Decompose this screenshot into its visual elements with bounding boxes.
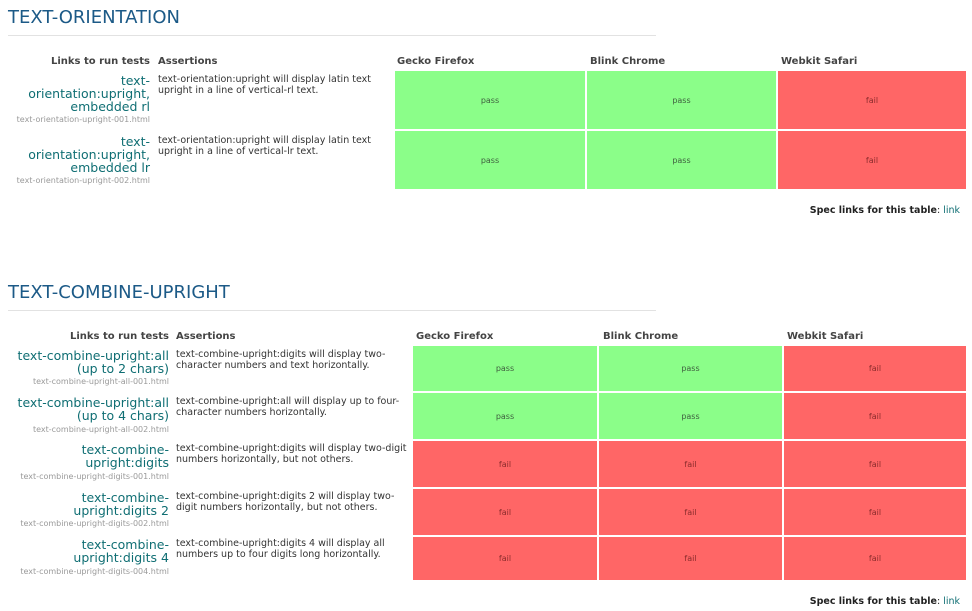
result-cell-webkit[interactable]: fail [778,131,966,189]
test-link-line: text-combine-upright:all [17,348,169,363]
result-cell-blink[interactable]: pass [587,71,776,129]
section-title: TEXT-COMBINE-UPRIGHT [8,282,230,303]
spec-links-colon: : [936,596,941,607]
assertion-text: text-combine-upright:digits will display… [176,349,386,371]
result-cell-webkit[interactable]: fail [784,346,966,391]
test-link[interactable]: text-combine- upright:digits 4 [4,538,169,564]
column-header-assertions: Assertions [158,56,218,67]
spec-links: Spec links for this table: link [810,596,960,607]
result-cell-webkit[interactable]: fail [784,441,966,487]
test-link-line: text- [120,134,150,149]
test-link-line: upright:digits [85,455,169,470]
result-cell-blink[interactable]: pass [587,131,776,189]
result-cell-gecko[interactable]: fail [413,441,597,487]
test-filename: text-combine-upright-all-002.html [32,425,169,434]
test-link[interactable]: text-combine-upright:all (up to 4 chars) [4,396,169,422]
column-header-links: Links to run tests [69,331,169,342]
test-link-line: orientation:upright, [28,147,150,162]
column-header-gecko: Gecko Firefox [397,56,475,67]
test-filename: text-combine-upright-digits-002.html [20,519,169,528]
test-link-line: text- [120,73,150,88]
assertion-text: text-combine-upright:digits 2 will displ… [176,491,395,513]
test-link[interactable]: text-combine- upright:digits [4,443,169,469]
result-cell-blink[interactable]: pass [599,346,782,391]
test-link-line: text-combine- [81,490,169,505]
result-cell-webkit[interactable]: fail [784,489,966,535]
result-cell-gecko[interactable]: fail [413,489,597,535]
assertion-text: text-orientation:upright will display la… [158,74,371,96]
test-link-line: (up to 4 chars) [76,408,169,423]
result-cell-gecko[interactable]: pass [395,131,585,189]
assertion-text: text-combine-upright:all will display up… [176,396,400,418]
column-header-gecko: Gecko Firefox [416,331,494,342]
section-divider [8,310,656,311]
test-link[interactable]: text- orientation:upright, embedded rl [10,74,150,113]
test-filename: text-orientation-upright-002.html [16,176,150,185]
test-link[interactable]: text-combine- upright:digits 2 [4,491,169,517]
test-link-line: (up to 2 chars) [76,361,169,376]
column-header-assertions: Assertions [176,331,236,342]
result-cell-gecko[interactable]: pass [413,346,597,391]
section-divider [8,35,656,36]
test-filename: text-combine-upright-digits-004.html [20,567,169,576]
spec-links-label: Spec links for this table [809,596,937,607]
test-link-line: upright:digits 2 [73,503,169,518]
spec-links-label: Spec links for this table [809,205,937,216]
test-link-line: text-combine-upright:all [17,395,169,410]
section-text-orientation: TEXT-ORIENTATION Links to run tests Asse… [0,0,972,230]
spec-link[interactable]: link [943,205,960,216]
assertion-text: text-combine-upright:digits will display… [176,443,407,465]
column-header-links: Links to run tests [50,56,150,67]
column-header-blink: Blink Chrome [603,331,679,342]
spec-links-colon: : [936,205,941,216]
test-link-line: upright:digits 4 [73,550,169,565]
test-link-line: embedded lr [70,160,150,175]
result-cell-gecko[interactable]: pass [395,71,585,129]
test-link[interactable]: text-combine-upright:all (up to 2 chars) [4,349,169,375]
result-cell-gecko[interactable]: fail [413,537,597,580]
test-link-line: orientation:upright, [28,86,150,101]
result-cell-blink[interactable]: pass [599,393,782,439]
test-link-line: text-combine- [81,537,169,552]
result-cell-blink[interactable]: fail [599,441,782,487]
result-cell-gecko[interactable]: pass [413,393,597,439]
test-link-line: embedded rl [70,99,150,114]
spec-links: Spec links for this table: link [810,205,960,216]
result-cell-blink[interactable]: fail [599,537,782,580]
section-title: TEXT-ORIENTATION [8,7,180,28]
test-link[interactable]: text- orientation:upright, embedded lr [10,135,150,174]
result-cell-webkit[interactable]: fail [778,71,966,129]
test-filename: text-combine-upright-all-001.html [32,377,169,386]
column-header-webkit: Webkit Safari [787,331,864,342]
result-cell-webkit[interactable]: fail [784,393,966,439]
spec-link[interactable]: link [943,596,960,607]
result-cell-webkit[interactable]: fail [784,537,966,580]
column-header-webkit: Webkit Safari [781,56,858,67]
assertion-text: text-orientation:upright will display la… [158,135,371,157]
test-filename: text-combine-upright-digits-001.html [20,472,169,481]
result-cell-blink[interactable]: fail [599,489,782,535]
test-filename: text-orientation-upright-001.html [16,115,150,124]
column-header-blink: Blink Chrome [590,56,666,67]
test-link-line: text-combine- [81,442,169,457]
assertion-text: text-combine-upright:digits 4 will displ… [176,538,385,560]
